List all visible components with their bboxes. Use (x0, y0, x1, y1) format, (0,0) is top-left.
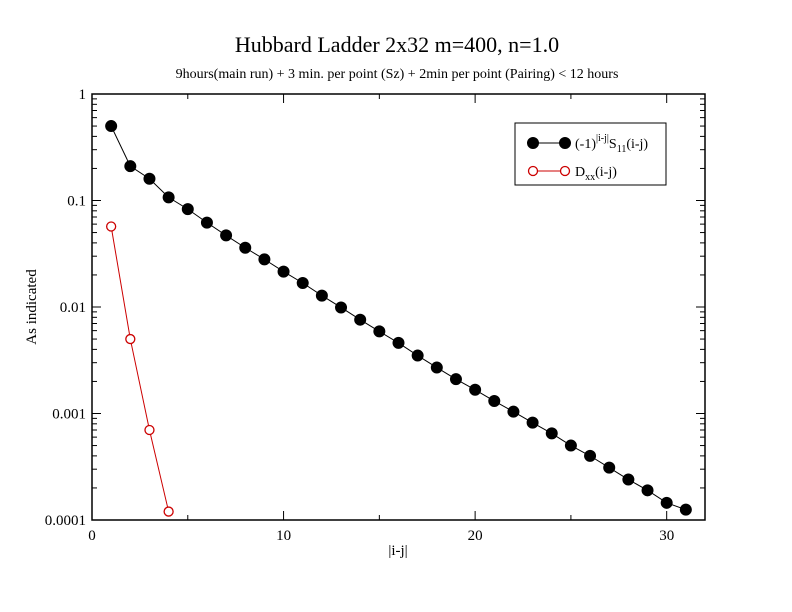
y-tick-label: 0.0001 (45, 513, 86, 529)
y-tick-label: 1 (79, 87, 87, 103)
x-tick-label: 10 (276, 528, 291, 544)
x-tick-label: 30 (659, 528, 674, 544)
data-point (258, 253, 271, 266)
data-point (144, 424, 155, 436)
legend-marker (559, 137, 571, 149)
x-axis-label: |i-j| (388, 543, 407, 559)
plot-area: 0 10 20 30 1 0.1 0.01 0.001 0.0001 (45, 87, 706, 544)
data-point (449, 373, 462, 386)
data-point (335, 301, 348, 314)
chart-title: Hubbard Ladder 2x32 m=400, n=1.0 (235, 32, 559, 57)
chart-subtitle: 9hours(main run) + 3 min. per point (Sz)… (176, 67, 619, 82)
data-point (660, 496, 673, 509)
x-tick-label: 0 (88, 528, 96, 544)
data-point (545, 427, 558, 440)
legend-marker (527, 137, 539, 149)
data-point (507, 405, 520, 418)
data-point (488, 395, 501, 408)
legend-label: (-1)|i-j|S11(i-j) (575, 133, 648, 155)
legend: (-1)|i-j|S11(i-j) Dxx(i-j) (514, 122, 667, 186)
y-tick-label: 0.001 (52, 407, 86, 423)
data-point (392, 336, 405, 349)
data-point (430, 361, 443, 374)
data-point (163, 506, 174, 517)
data-point (469, 383, 482, 396)
legend-marker (559, 165, 571, 177)
data-point (200, 216, 213, 229)
legend-label: Dxx(i-j) (575, 165, 617, 183)
data-point (641, 484, 654, 497)
y-tick-label: 0.01 (60, 300, 86, 316)
x-tick-label: 20 (468, 528, 483, 544)
data-point (603, 461, 616, 474)
data-point (679, 503, 692, 516)
data-point (315, 289, 328, 302)
data-point (564, 439, 577, 452)
series-1 (105, 120, 692, 516)
data-point (296, 277, 309, 290)
data-point (162, 191, 175, 204)
data-point (220, 229, 233, 242)
data-point (584, 449, 597, 462)
y-axis-label: As indicated (24, 269, 40, 345)
data-point (105, 120, 118, 133)
data-point (411, 349, 424, 362)
y-tick-label: 0.1 (67, 194, 86, 210)
series-2 (106, 221, 174, 517)
legend-marker (527, 165, 539, 177)
series-line (110, 226, 170, 512)
data-point (277, 265, 290, 278)
data-point (239, 241, 252, 254)
data-point (373, 325, 386, 338)
data-point (143, 172, 156, 185)
data-point (526, 416, 539, 429)
legend-box (514, 122, 667, 186)
data-point (181, 203, 194, 216)
data-point (124, 160, 137, 173)
data-point (622, 473, 635, 486)
data-point (125, 333, 136, 345)
data-point (354, 313, 367, 326)
data-point (106, 221, 117, 232)
